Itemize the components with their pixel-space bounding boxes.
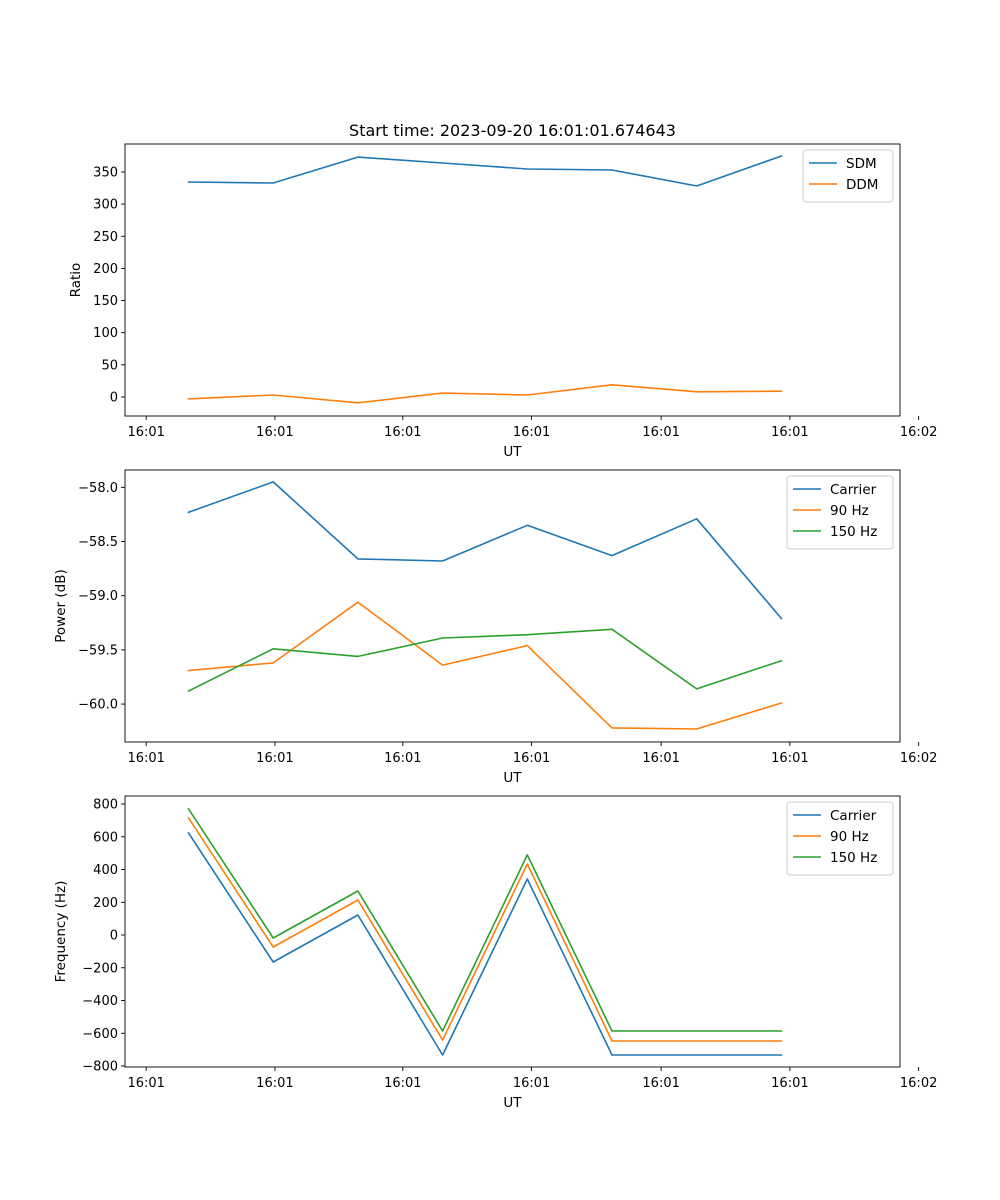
x-tick-label: 16:01 — [384, 1076, 421, 1091]
x-tick-label: 16:01 — [771, 751, 808, 766]
y-tick-label: −200 — [82, 961, 118, 976]
subplot-3: 16:01 16:01 16:01 16:01 16:01 16:01 16:02 −800 −… — [53, 795, 937, 1111]
y-tick-label: 200 — [93, 896, 118, 911]
y-tick-label: 350 — [93, 165, 118, 180]
series-line-carrier — [187, 481, 783, 620]
y-tick-label: −600 — [82, 1027, 118, 1042]
y-axis-label: Power (dB) — [53, 569, 69, 642]
y-tick-label: 50 — [101, 358, 118, 373]
x-tick-label: 16:01 — [384, 425, 421, 440]
y-tick-label: 200 — [93, 262, 118, 277]
x-axis-label: UT — [503, 1095, 522, 1111]
legend: Carrier 90 Hz 150 Hz — [786, 475, 894, 550]
x-tick-label: 16:01 — [513, 751, 550, 766]
y-axis-label: Ratio — [68, 263, 84, 298]
x-tick-label: 16:01 — [127, 1076, 164, 1091]
y-tick-label: −58.0 — [78, 481, 118, 496]
x-tick-label: 16:01 — [256, 425, 293, 440]
legend: Carrier 90 Hz 150 Hz — [786, 801, 894, 876]
x-tick-label: 16:02 — [900, 1076, 937, 1091]
series-line-carrier — [187, 831, 783, 1056]
x-tick-label: 16:01 — [513, 425, 550, 440]
y-tick-label: 300 — [93, 198, 118, 213]
subplot-1: 16:01 16:01 16:01 16:01 16:01 16:01 16:02 0 50 10… — [68, 121, 937, 460]
series-line-150-hz — [187, 807, 783, 1032]
x-tick-label: 16:01 — [771, 425, 808, 440]
y-tick-label: 400 — [93, 863, 118, 878]
x-axis-label: UT — [503, 444, 522, 460]
legend-label: SDM — [846, 156, 877, 172]
y-axis-label: Frequency (Hz) — [53, 881, 69, 983]
series-line-sdm — [187, 154, 783, 187]
legend: SDM DDM — [802, 149, 894, 203]
y-tick-label: −58.5 — [78, 535, 118, 550]
y-tick-label: −400 — [82, 994, 118, 1009]
x-axis-label: UT — [503, 770, 522, 786]
y-tick-label: 800 — [93, 798, 118, 813]
axes-frame — [124, 795, 901, 1068]
series-line-90-hz — [187, 816, 783, 1042]
axes-frame — [124, 469, 901, 743]
legend-label: DDM — [846, 177, 878, 193]
x-tick-label: 16:01 — [256, 751, 293, 766]
y-tick-label: 150 — [93, 294, 118, 309]
y-tick-label: 250 — [93, 230, 118, 245]
x-tick-label: 16:02 — [900, 751, 937, 766]
y-tick-label: −800 — [82, 1060, 118, 1075]
x-tick-label: 16:01 — [642, 751, 679, 766]
x-tick-label: 16:01 — [127, 751, 164, 766]
series-line-90-hz — [187, 601, 783, 730]
series-line-150-hz — [187, 628, 783, 693]
legend-label: 90 Hz — [830, 829, 869, 845]
y-tick-label: 600 — [93, 830, 118, 845]
x-tick-label: 16:01 — [642, 425, 679, 440]
axes-frame — [124, 143, 901, 417]
y-tick-label: −59.0 — [78, 589, 118, 604]
legend-label: 150 Hz — [830, 524, 877, 540]
x-tick-label: 16:01 — [513, 1076, 550, 1091]
legend-label: Carrier — [830, 808, 877, 824]
x-tick-label: 16:01 — [256, 1076, 293, 1091]
x-tick-label: 16:01 — [771, 1076, 808, 1091]
legend-label: Carrier — [830, 482, 877, 498]
subplot-2: 16:01 16:01 16:01 16:01 16:01 16:01 16:02 −60.0… — [53, 469, 937, 786]
x-tick-label: 16:02 — [900, 425, 937, 440]
y-tick-label: 100 — [93, 326, 118, 341]
chart-title: Start time: 2023-09-20 16:01:01.674643 — [349, 121, 676, 140]
legend-label: 150 Hz — [830, 850, 877, 866]
x-tick-label: 16:01 — [642, 1076, 679, 1091]
x-tick-label: 16:01 — [384, 751, 421, 766]
series-line-ddm — [187, 383, 783, 404]
y-tick-label: 0 — [110, 390, 118, 405]
y-tick-label: −59.5 — [78, 643, 118, 658]
legend-label: 90 Hz — [830, 503, 869, 519]
y-tick-label: −60.0 — [78, 698, 118, 713]
y-tick-label: 0 — [110, 929, 118, 944]
x-tick-label: 16:01 — [127, 425, 164, 440]
